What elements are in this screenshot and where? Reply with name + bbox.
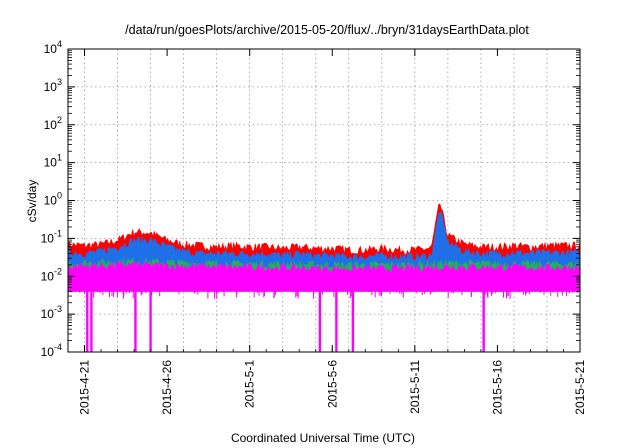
y-tick-label: 10-2 <box>41 266 62 283</box>
x-tick-labels: 2015-4-21 2015-4-26 2015-5-1 2015-5-6 2015-5… <box>78 360 587 415</box>
plot-frame <box>67 48 581 353</box>
grid <box>68 49 580 352</box>
series-layer <box>67 203 581 352</box>
series-area <box>67 260 581 292</box>
x-tick-label: 2015-5-21 <box>573 360 587 415</box>
y-tick-label: 104 <box>44 39 62 56</box>
x-axis-label: Coordinated Universal Time (UTC) <box>231 431 415 445</box>
x-tick-label: 2015-5-1 <box>243 360 257 408</box>
x-tick-label: 2015-5-16 <box>490 360 504 415</box>
y-tick-label: 10-4 <box>41 342 62 359</box>
y-tick-labels: 10-4 10-3 10-2 10-1 100 101 102 103 104 <box>41 39 62 359</box>
y-tick-label: 102 <box>44 115 62 132</box>
x-tick-label: 2015-5-6 <box>325 360 339 408</box>
y-axis-label: cSv/day <box>25 180 39 223</box>
x-tick-label: 2015-4-21 <box>78 360 92 415</box>
y-tick-label: 101 <box>44 153 62 170</box>
x-tick-label: 2015-4-26 <box>160 360 174 415</box>
y-tick-label: 103 <box>44 77 62 94</box>
axes <box>67 48 581 353</box>
y-tick-label: 10-3 <box>41 304 62 321</box>
chart-title: /data/run/goesPlots/archive/2015-05-20/f… <box>125 23 529 37</box>
y-tick-label: 100 <box>44 191 62 208</box>
y-tick-label: 10-1 <box>41 228 62 245</box>
x-tick-label: 2015-5-11 <box>408 360 422 414</box>
